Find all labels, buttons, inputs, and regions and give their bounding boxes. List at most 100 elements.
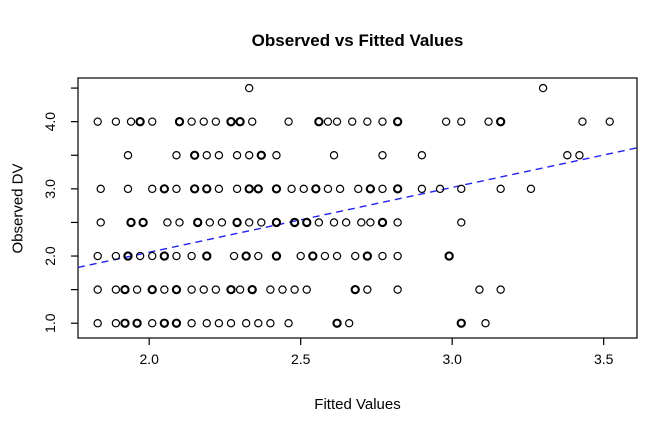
data-point <box>496 117 506 127</box>
data-point <box>123 151 133 160</box>
data-point <box>302 217 312 228</box>
data-point <box>284 117 293 126</box>
data-point <box>226 117 236 127</box>
x-tick-label: 2.0 <box>139 351 159 367</box>
data-point <box>244 184 254 194</box>
data-point <box>253 184 263 194</box>
data-point <box>441 117 451 126</box>
data-point <box>308 251 318 261</box>
data-point <box>93 285 102 294</box>
data-point <box>138 217 148 228</box>
data-point <box>214 151 224 160</box>
data-point <box>111 285 121 294</box>
data-point <box>120 284 130 295</box>
data-point <box>341 218 351 227</box>
data-point <box>199 285 208 294</box>
data-point <box>123 184 133 194</box>
data-point <box>148 184 157 194</box>
data-point <box>378 151 387 160</box>
data-point <box>159 318 169 328</box>
x-axis-title: Fitted Values <box>314 396 401 413</box>
data-point <box>172 151 181 160</box>
data-point <box>96 184 105 194</box>
data-point <box>111 117 121 126</box>
data-point <box>232 217 242 228</box>
data-point <box>235 285 245 294</box>
data-point <box>272 151 281 160</box>
data-point <box>392 117 403 127</box>
data-point <box>287 184 296 194</box>
data-point <box>193 217 203 228</box>
data-point <box>148 251 157 261</box>
data-point <box>187 251 196 261</box>
data-point <box>363 285 372 294</box>
data-point <box>329 151 339 160</box>
data-point <box>235 117 245 127</box>
data-point <box>320 251 330 261</box>
data-point <box>290 285 299 294</box>
data-point <box>93 251 102 261</box>
data-point <box>302 285 311 294</box>
data-point <box>289 217 300 228</box>
data-point <box>214 184 224 194</box>
data-point <box>187 285 196 294</box>
data-point <box>377 217 388 228</box>
data-point <box>417 151 427 160</box>
data-point <box>257 218 266 227</box>
data-point <box>205 218 214 227</box>
data-point <box>132 285 142 294</box>
data-point <box>481 319 490 328</box>
data-point <box>189 150 200 160</box>
data-point <box>575 151 584 160</box>
data-point <box>217 218 227 227</box>
x-tick-label: 3.5 <box>594 351 614 367</box>
data-point <box>392 184 403 194</box>
data-point <box>135 251 145 261</box>
data-point <box>393 218 402 227</box>
data-point <box>135 117 145 127</box>
y-tick-label: 1.0 <box>42 313 58 333</box>
data-point <box>123 251 133 261</box>
data-point <box>174 117 185 127</box>
data-point <box>284 319 293 328</box>
data-point <box>147 284 157 295</box>
data-point <box>159 251 169 261</box>
data-point <box>202 184 212 194</box>
data-point <box>393 285 402 294</box>
data-point <box>444 251 454 261</box>
data-point <box>296 251 305 261</box>
data-point <box>187 319 196 328</box>
data-point <box>175 218 184 227</box>
data-point <box>132 318 142 328</box>
data-point <box>365 184 376 194</box>
data-point <box>278 285 287 294</box>
data-point <box>211 117 221 126</box>
data-point <box>271 184 282 194</box>
data-point <box>526 184 536 194</box>
data-point <box>332 318 342 328</box>
y-tick-label: 2.0 <box>42 246 58 266</box>
data-point <box>93 319 102 328</box>
data-point <box>335 184 345 194</box>
data-point <box>496 285 505 294</box>
data-point <box>202 151 211 160</box>
data-point <box>160 285 169 294</box>
data-point <box>214 319 224 328</box>
data-point <box>202 251 212 261</box>
data-point <box>350 284 360 295</box>
data-point <box>126 217 136 228</box>
data-point <box>247 284 257 295</box>
data-point <box>271 251 282 261</box>
data-point <box>456 318 466 328</box>
chart-title: Observed vs Fitted Values <box>251 31 464 50</box>
data-point <box>254 319 263 328</box>
data-point <box>347 117 357 126</box>
data-point <box>363 117 372 126</box>
data-point <box>229 251 239 261</box>
data-point <box>172 184 181 194</box>
data-point <box>538 83 548 93</box>
data-point <box>484 117 493 126</box>
data-point <box>457 184 466 194</box>
data-point <box>362 251 372 261</box>
